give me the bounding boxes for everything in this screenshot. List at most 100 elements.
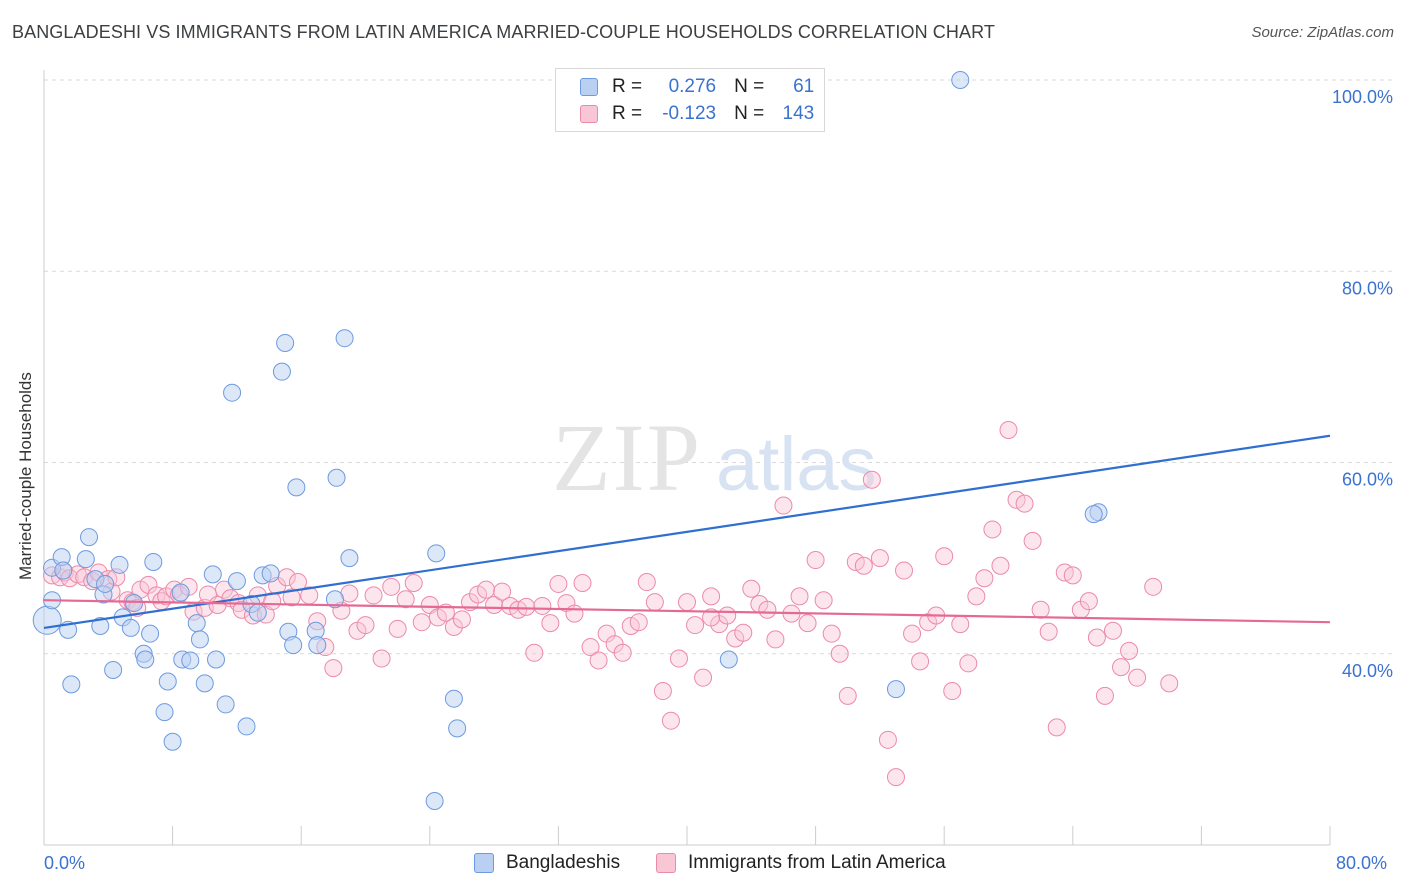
data-point-bangladeshis — [223, 383, 242, 402]
data-point-immigrants — [742, 579, 761, 598]
data-point-bangladeshis — [121, 618, 140, 637]
legend-r-label: R = — [612, 103, 643, 124]
legend-r-label: R = — [612, 76, 643, 97]
data-point-bangladeshis — [54, 561, 73, 580]
data-point-bangladeshis — [216, 695, 235, 714]
watermark-zip: ZIP — [552, 404, 702, 511]
data-point-immigrants — [364, 586, 383, 605]
data-point-immigrants — [702, 608, 721, 627]
data-point-immigrants — [1023, 531, 1042, 550]
data-point-bangladeshis — [158, 672, 177, 691]
data-point-bangladeshis — [227, 572, 246, 591]
series-immigrants-points — [43, 420, 1179, 787]
data-point-immigrants — [653, 682, 672, 701]
data-point-bangladeshis — [171, 583, 190, 602]
legend-r-value: -0.123 — [662, 103, 717, 124]
data-point-immigrants — [1079, 592, 1098, 611]
legend-label: Immigrants from Latin America — [688, 852, 946, 873]
data-point-immigrants — [951, 615, 970, 634]
data-point-bangladeshis — [203, 565, 222, 584]
data-point-bangladeshis — [425, 792, 444, 811]
data-point-immigrants — [806, 551, 825, 570]
data-point-bangladeshis — [272, 362, 291, 381]
data-point-immigrants — [774, 496, 793, 515]
data-point-immigrants — [838, 686, 857, 705]
legend-n-label: N = — [734, 103, 765, 124]
data-point-bangladeshis — [187, 614, 206, 633]
data-point-bangladeshis — [886, 680, 905, 699]
data-point-immigrants — [790, 587, 809, 606]
data-point-immigrants — [485, 595, 504, 614]
data-point-immigrants — [396, 590, 415, 609]
data-point-bangladeshis — [62, 675, 81, 694]
legend-swatch-blue — [474, 853, 494, 873]
legend-item-immigrants: Immigrants from Latin America — [656, 852, 946, 874]
data-point-immigrants — [1128, 668, 1147, 687]
legend-swatch-pink — [656, 853, 676, 873]
data-point-immigrants — [1063, 566, 1082, 585]
data-point-immigrants — [758, 600, 777, 619]
data-point-immigrants — [645, 593, 664, 612]
data-point-bangladeshis — [284, 636, 303, 655]
data-point-immigrants — [975, 569, 994, 588]
data-point-bangladeshis — [141, 624, 160, 643]
data-point-bangladeshis — [427, 544, 446, 563]
data-point-immigrants — [452, 610, 471, 629]
data-point-bangladeshis — [163, 732, 182, 751]
data-point-bangladeshis — [76, 550, 95, 569]
data-point-immigrants — [388, 619, 407, 638]
data-point-immigrants — [686, 616, 705, 635]
data-point-immigrants — [324, 659, 343, 678]
data-point-immigrants — [886, 768, 905, 787]
y-tick-label: 80.0% — [1342, 278, 1393, 298]
legend-n-value: 143 — [782, 103, 815, 124]
data-point-immigrants — [669, 649, 688, 668]
data-point-bangladeshis — [237, 717, 256, 736]
data-point-immigrants — [549, 574, 568, 593]
trend-line-bangladeshis — [43, 434, 1331, 630]
data-point-immigrants — [525, 643, 544, 662]
data-point-immigrants — [959, 654, 978, 673]
data-point-bangladeshis — [110, 555, 129, 574]
trend-line-immigrants — [43, 599, 1331, 624]
data-point-bangladeshis — [719, 650, 738, 669]
data-point-bangladeshis — [91, 617, 110, 636]
data-point-immigrants — [1103, 621, 1122, 640]
data-point-immigrants — [1031, 600, 1050, 619]
data-point-immigrants — [999, 420, 1018, 439]
data-point-immigrants — [678, 593, 696, 612]
data-point-bangladeshis — [144, 552, 163, 571]
data-point-immigrants — [814, 591, 833, 610]
source-label: Source: ZipAtlas.com — [1251, 24, 1394, 41]
x-tick-min: 0.0% — [44, 853, 86, 873]
data-point-bangladeshis — [335, 329, 354, 348]
legend-n-value: 61 — [793, 76, 815, 97]
data-point-immigrants — [1112, 658, 1131, 677]
data-point-bangladeshis — [248, 603, 267, 622]
data-point-bangladeshis — [96, 574, 115, 593]
data-point-immigrants — [565, 604, 584, 623]
data-point-immigrants — [436, 603, 455, 622]
data-point-immigrants — [991, 556, 1010, 575]
gridlines — [44, 79, 1392, 655]
legend-swatch-blue — [580, 78, 598, 96]
data-point-immigrants — [870, 549, 889, 568]
data-point-immigrants — [862, 470, 881, 489]
data-point-bangladeshis — [155, 703, 174, 722]
data-point-immigrants — [147, 586, 166, 605]
data-point-immigrants — [477, 580, 496, 599]
data-point-immigrants — [589, 651, 608, 670]
watermark-atlas: atlas — [716, 422, 877, 507]
data-point-immigrants — [967, 587, 986, 606]
data-point-immigrants — [895, 561, 914, 580]
data-point-immigrants — [702, 587, 721, 606]
data-point-immigrants — [734, 623, 753, 642]
data-point-bangladeshis — [104, 661, 123, 680]
data-point-immigrants — [404, 573, 423, 592]
y-tick-label: 100.0% — [1332, 87, 1393, 107]
data-point-bangladeshis — [261, 564, 280, 583]
data-point-immigrants — [613, 643, 632, 662]
data-point-bangladeshis — [207, 650, 226, 669]
data-point-immigrants — [661, 711, 680, 730]
axes — [43, 70, 1331, 846]
